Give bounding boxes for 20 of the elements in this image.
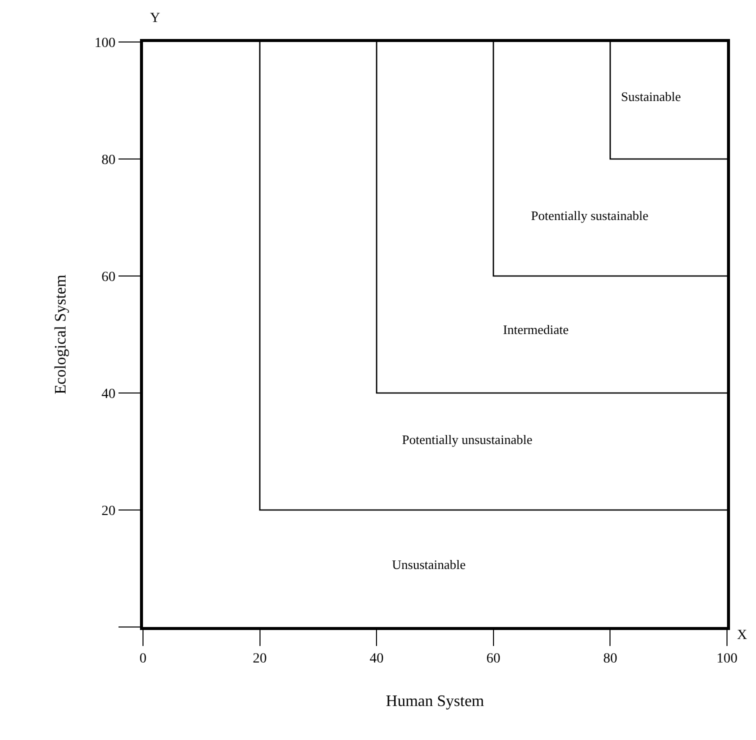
- x-tick-label: 60: [486, 652, 500, 667]
- x-tick-label: 100: [716, 652, 738, 667]
- x-tick-label: 80: [603, 652, 618, 667]
- y-tick-label: 60: [101, 270, 116, 285]
- x-axis-title: Human System: [386, 693, 485, 710]
- y-axis-title: Ecological System: [52, 274, 70, 394]
- x-tick-label: 40: [370, 652, 384, 667]
- annotation: Unsustainable: [392, 557, 466, 572]
- annotation: Intermediate: [503, 322, 569, 337]
- x-tick-label: 0: [140, 652, 146, 667]
- y-tick-label: 20: [101, 504, 116, 519]
- y-tick-label: 40: [101, 386, 116, 402]
- x-tick-label: 20: [252, 652, 267, 667]
- text: Y: [150, 11, 160, 26]
- annotation: Potentially unsustainable: [402, 432, 533, 447]
- text: X: [737, 628, 748, 643]
- annotation: Potentially sustainable: [531, 208, 649, 223]
- annotation: Sustainable: [621, 89, 682, 104]
- y-tick-label: 100: [94, 36, 116, 51]
- y-tick-label: 80: [101, 152, 116, 168]
